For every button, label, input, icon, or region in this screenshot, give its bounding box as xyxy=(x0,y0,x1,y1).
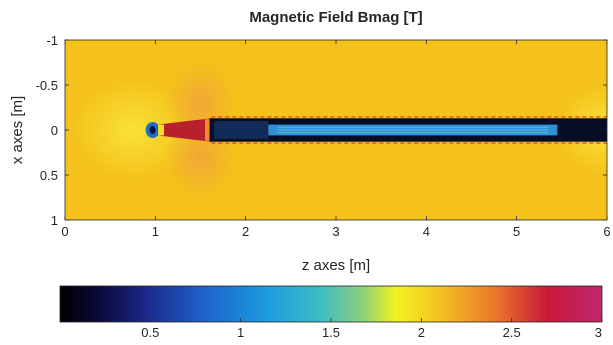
x-tick-label: 3 xyxy=(332,224,339,239)
colorbar-tick-label: 1 xyxy=(237,325,244,340)
colorbar-tick-label: 3 xyxy=(595,325,602,340)
x-tick-label: 5 xyxy=(513,224,520,239)
y-tick-label: -0.5 xyxy=(36,78,58,93)
plot-area xyxy=(65,40,607,220)
low-field-core xyxy=(149,126,156,134)
y-tick-label: 0 xyxy=(51,123,58,138)
y-axis-label: x axes [m] xyxy=(9,96,26,164)
halo-left xyxy=(72,80,193,180)
chart-title: Magnetic Field Bmag [T] xyxy=(249,9,422,26)
colorbar-tick-label: 0.5 xyxy=(141,325,159,340)
colorbar-gradient xyxy=(59,285,603,323)
x-tick-label: 0 xyxy=(61,224,68,239)
x-tick-label: 1 xyxy=(152,224,159,239)
cone-orange-ring xyxy=(205,119,211,141)
y-tick-label: 0.5 xyxy=(40,168,58,183)
x-tick-label: 4 xyxy=(423,224,430,239)
y-tick-label: -1 xyxy=(46,33,58,48)
colorbar-tick-label: 2.5 xyxy=(503,325,521,340)
colorbar-tick-label: 2 xyxy=(418,325,425,340)
colorbar-tick-label: 1.5 xyxy=(322,325,340,340)
y-tick-label: 1 xyxy=(51,213,58,228)
x-tick-label: 2 xyxy=(242,224,249,239)
x-tick-label: 6 xyxy=(603,224,610,239)
high-field-cone xyxy=(157,118,212,142)
colorbar: 0.5 1 1.5 2 2.5 3 xyxy=(59,285,603,340)
cone-bright-edge xyxy=(158,124,165,136)
axes: 0 1 2 3 4 5 6-1-0.500.51 xyxy=(36,33,611,239)
tube-entry xyxy=(214,121,269,139)
x-axis-label: z axes [m] xyxy=(302,257,370,274)
